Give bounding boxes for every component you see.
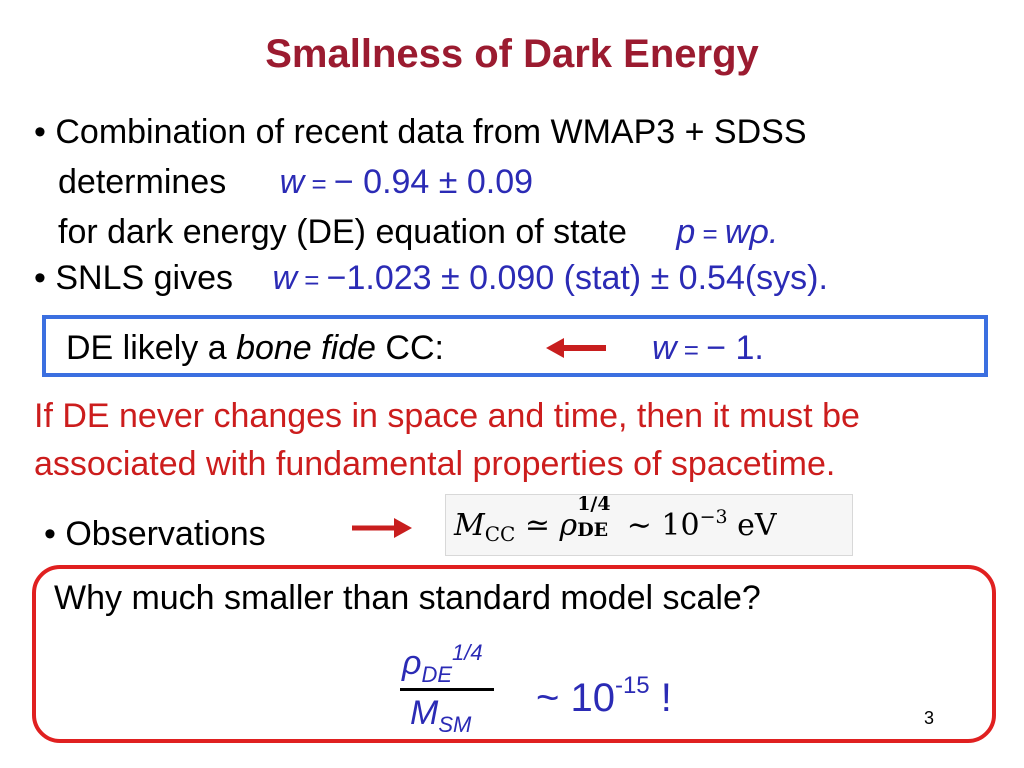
cc-conclusion-text: DE likely a bone fide CC: — [66, 329, 444, 367]
smallness-question: Why much smaller than standard model sca… — [54, 579, 761, 617]
eos-text: for dark energy (DE) equation of state — [58, 213, 627, 251]
slide-title: Smallness of Dark Energy — [265, 32, 759, 76]
red-statement-line-2: associated with fundamental properties o… — [34, 445, 836, 483]
cc-conclusion-box — [42, 315, 988, 377]
fraction-bar — [400, 688, 494, 691]
w-value-wmap: w = − 0.94 ± 0.09 — [279, 163, 534, 201]
red-statement-line-1: If DE never changes in space and time, t… — [34, 397, 860, 435]
ratio-value: ~ 10-15 ! — [536, 672, 672, 720]
w-value-snls: w = −1.023 ± 0.090 (stat) ± 0.54(sys). — [272, 259, 828, 297]
left-arrow-icon — [546, 338, 606, 358]
smallness-question-box — [32, 565, 996, 743]
w-minus-one: w = − 1. — [652, 329, 764, 367]
bullet-1-line-3: for dark energy (DE) equation of state p… — [58, 212, 778, 254]
bone-fide-italic: bone fide — [236, 329, 376, 367]
bullet-1-line-2: determines w = − 0.94 ± 0.09 — [58, 162, 533, 204]
bullet-1-line-1: • Combination of recent data from WMAP3 … — [34, 113, 807, 151]
right-arrow-icon — [352, 518, 412, 538]
eos-formula: p = wρ. — [676, 213, 779, 251]
page-number: 3 — [924, 708, 935, 728]
bullet-2: • SNLS gives w = −1.023 ± 0.090 (stat) ±… — [34, 258, 828, 300]
ratio-numerator: ρDE1/4 — [402, 640, 483, 687]
observations-bullet: • Observations — [44, 515, 266, 553]
determines-text: determines — [58, 163, 227, 201]
mcc-formula-image: MCC ≃ ρ 1/4 DE ∼ 10−3 eV — [445, 493, 853, 556]
ratio-denominator: MSM — [410, 694, 472, 737]
snls-text: • SNLS gives — [34, 259, 233, 297]
